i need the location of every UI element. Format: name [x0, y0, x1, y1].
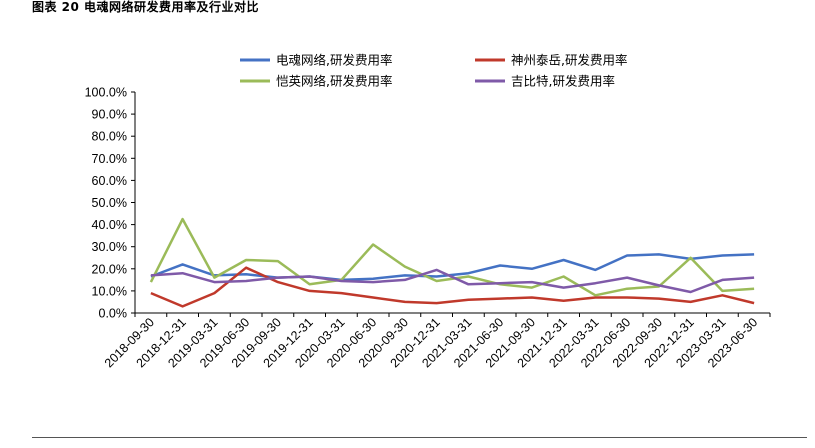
y-tick-label: 0.0% [99, 307, 128, 321]
y-tick-label: 90.0% [92, 108, 127, 122]
y-tick-label: 100.0% [85, 86, 127, 100]
y-tick-label: 80.0% [92, 130, 127, 144]
y-tick-label: 70.0% [92, 152, 127, 166]
y-tick-label: 60.0% [92, 174, 127, 188]
y-tick-label: 50.0% [92, 196, 127, 210]
legend-label-3: 恺英网络,研发费用率 [276, 74, 392, 89]
legend-label-1: 电魂网络,研发费用率 [276, 53, 392, 68]
series-line-1 [150, 253, 755, 282]
legend-label-2: 神州泰岳,研发费用率 [511, 53, 627, 68]
y-tick-label: 40.0% [92, 218, 127, 232]
series-line-4 [150, 268, 755, 294]
y-tick-label: 10.0% [92, 284, 127, 298]
legend-label-4: 吉比特,研发费用率 [511, 74, 615, 89]
bottom-rule [32, 437, 807, 438]
series-group [149, 217, 755, 308]
series-line-3 [149, 217, 755, 297]
series-line-2 [150, 266, 755, 308]
figure-title: 图表 20 电魂网络研发费用率及行业对比 [32, 0, 260, 14]
y-tick-label: 20.0% [92, 262, 127, 276]
y-tick-label: 30.0% [92, 240, 127, 254]
